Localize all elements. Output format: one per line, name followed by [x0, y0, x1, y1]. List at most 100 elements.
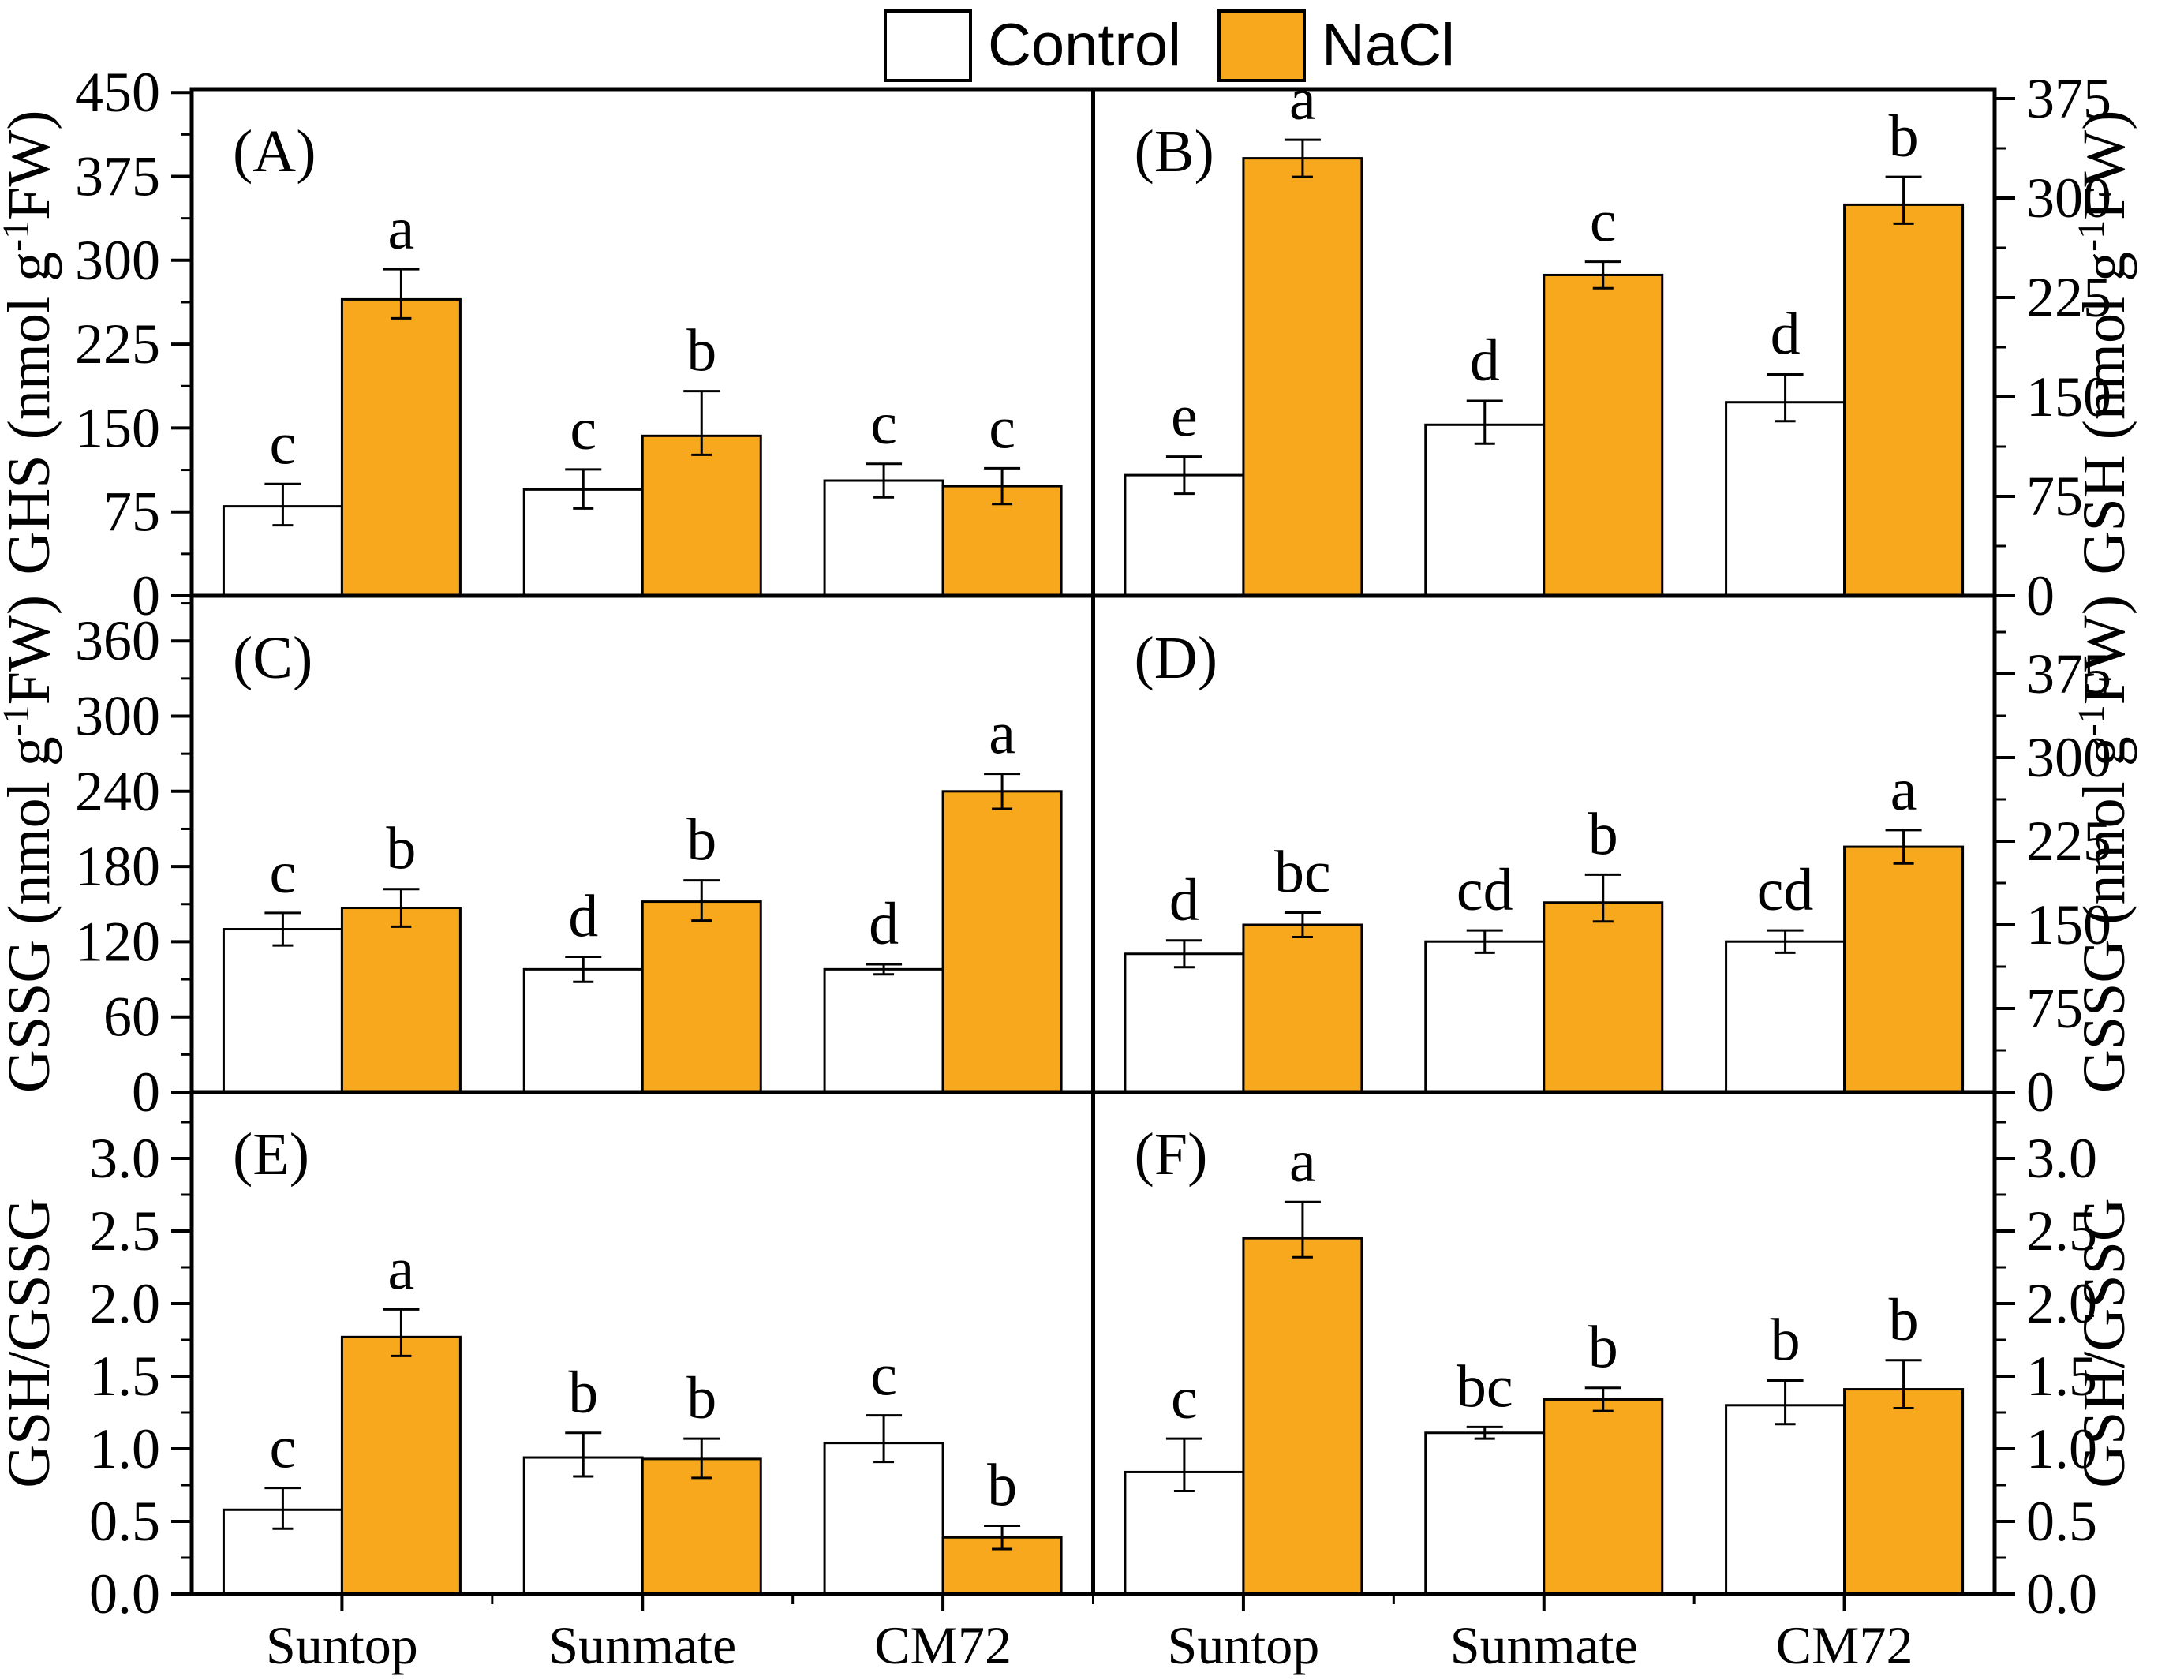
- panel-label: (E): [233, 1121, 309, 1188]
- sig-letter: cd: [1457, 857, 1513, 923]
- y-tick-label: 225: [75, 312, 160, 376]
- y-tick-label: 0: [2026, 564, 2055, 627]
- sig-letter: c: [1171, 1365, 1198, 1431]
- axis-C: 0 60 120 180 240 300 360 (C) GSSG (nmol g-1FW): [0, 595, 312, 1124]
- sig-letter: bc: [1457, 1353, 1513, 1420]
- y-tick-label: 0.5: [89, 1490, 160, 1553]
- y-tick-label: 1.5: [2026, 1345, 2097, 1408]
- axis-B: 0 75 150 225 300 375 (B) GSH (nmol g-1FW): [1135, 67, 2138, 627]
- bar-F-Control-Sunmate: [1424, 1431, 1546, 1596]
- y-tick-label: 300: [2026, 167, 2111, 230]
- y-tick-label: 0: [2026, 1061, 2055, 1124]
- sig-letter: c: [270, 410, 297, 477]
- sig-letter: b: [568, 1360, 598, 1426]
- bar-B-Control-Sunmate: [1424, 423, 1546, 597]
- y-tick-label: 0.5: [2026, 1490, 2097, 1553]
- sig-letter: a: [1289, 1128, 1316, 1195]
- y-tick-label: 60: [103, 986, 160, 1049]
- y-tick-label: 300: [75, 229, 160, 292]
- bar-C-NaCl-Suntop: [340, 907, 462, 1094]
- panel-label: (F): [1135, 1121, 1208, 1188]
- y-tick-label: 3.0: [89, 1127, 160, 1190]
- sig-letter: a: [388, 196, 415, 262]
- y-tick-label: 0.0: [2026, 1562, 2097, 1626]
- panel-label: (D): [1135, 625, 1218, 691]
- sig-letter: d: [1169, 867, 1199, 934]
- panel-label: (B): [1135, 118, 1214, 185]
- bar-F-NaCl-Suntop: [1242, 1237, 1363, 1596]
- sig-letter: d: [1771, 301, 1801, 367]
- axis-E: 0.0 0.5 1.0 1.5 2.0 2.5 3.0 (E) GSH/GSSG: [0, 1121, 309, 1626]
- sig-letter: b: [1889, 1287, 1919, 1353]
- y-tick-label: 1.0: [89, 1417, 160, 1480]
- panel-B: e d d a c b: [1124, 66, 1965, 597]
- bar-E-Control-Sunmate: [522, 1456, 644, 1596]
- y-tick-label: 225: [2026, 266, 2111, 329]
- sig-letter: b: [1771, 1308, 1801, 1374]
- sig-letter: c: [570, 396, 596, 462]
- bar-C-Control-Sunmate: [522, 967, 644, 1094]
- bar-A-NaCl-Sunmate: [641, 434, 762, 597]
- legend-control-label: Control: [988, 12, 1181, 79]
- y-tick-label: 2.0: [2026, 1272, 2097, 1335]
- bar-F-Control-CM72: [1725, 1404, 1846, 1596]
- panel-A: c c c a b c: [222, 196, 1063, 597]
- y-tick-label: 375: [2026, 67, 2111, 130]
- sig-letter: b: [386, 816, 416, 882]
- y-tick-label: 180: [75, 835, 160, 898]
- legend: Control NaCl: [884, 6, 1455, 85]
- axis-F: 0.0 0.5 1.0 1.5 2.0 2.5 3.0 (F) GSH/GSSG: [1135, 1121, 2137, 1626]
- bar-D-Control-Sunmate: [1424, 940, 1546, 1094]
- panel-D: d cd cd bc b a: [1124, 757, 1965, 1094]
- bar-B-NaCl-Sunmate: [1543, 273, 1664, 597]
- y-tick-label: 2.0: [89, 1272, 160, 1335]
- y-tick-label: 2.5: [2026, 1199, 2097, 1263]
- y-tick-label: 150: [75, 396, 160, 459]
- bar-C-Control-Suntop: [222, 928, 343, 1094]
- y-tick-label: 375: [2026, 642, 2111, 705]
- y-tick-label: 75: [103, 481, 160, 544]
- y-tick-label: 300: [2026, 726, 2111, 789]
- y-axis-title: GHS (nmol g-1FW): [0, 110, 62, 575]
- y-tick-label: 75: [2026, 977, 2083, 1040]
- panel-E: c b c a b b: [222, 1236, 1063, 1596]
- y-tick-label: 225: [2026, 810, 2111, 873]
- legend-nacl-swatch: [1217, 9, 1306, 82]
- sig-letter: e: [1171, 384, 1198, 450]
- y-tick-label: 0.0: [89, 1562, 160, 1626]
- sig-letter: c: [270, 840, 297, 906]
- y-axis-title: GSH/GSSG: [0, 1198, 62, 1487]
- y-tick-label: 450: [75, 61, 160, 124]
- y-tick-label: 240: [75, 760, 160, 823]
- x-tick-label: Sunmate: [1450, 1615, 1638, 1675]
- sig-letter: b: [1889, 103, 1919, 170]
- sig-letter: c: [989, 395, 1015, 461]
- y-tick-label: 1.5: [89, 1345, 160, 1408]
- y-tick-label: 375: [75, 145, 160, 208]
- x-axis: Suntop Sunmate CM72 Suntop Sunmate CM72: [266, 1594, 1913, 1675]
- panel-C: c d d b b a: [222, 701, 1063, 1094]
- sig-letter: b: [1588, 1315, 1618, 1381]
- bar-B-Control-Suntop: [1124, 473, 1245, 597]
- panel-F: c bc b a b b: [1124, 1128, 1965, 1596]
- bar-E-NaCl-Sunmate: [641, 1457, 762, 1596]
- y-tick-label: 2.5: [89, 1199, 160, 1263]
- y-tick-label: 3.0: [2026, 1127, 2097, 1190]
- sig-letter: d: [568, 883, 598, 949]
- bar-E-NaCl-Suntop: [340, 1335, 462, 1596]
- sig-letter: b: [686, 318, 716, 384]
- x-tick-label: Suntop: [266, 1615, 418, 1675]
- y-tick-label: 75: [2026, 465, 2083, 528]
- y-axis-title: GSH/GSSG: [2071, 1198, 2137, 1487]
- axis-A: 0 75 150 225 300 375 450 (A) GHS (nmol g-1FW): [0, 61, 316, 627]
- x-tick-label: CM72: [874, 1615, 1012, 1675]
- sig-letter: c: [1590, 189, 1617, 255]
- sig-letter: cd: [1757, 857, 1814, 923]
- sig-letter: b: [1588, 801, 1618, 867]
- x-tick-label: Sunmate: [548, 1615, 736, 1675]
- legend-nacl-label: NaCl: [1322, 12, 1455, 79]
- bar-D-NaCl-Sunmate: [1543, 901, 1664, 1094]
- bar-C-NaCl-CM72: [941, 790, 1063, 1094]
